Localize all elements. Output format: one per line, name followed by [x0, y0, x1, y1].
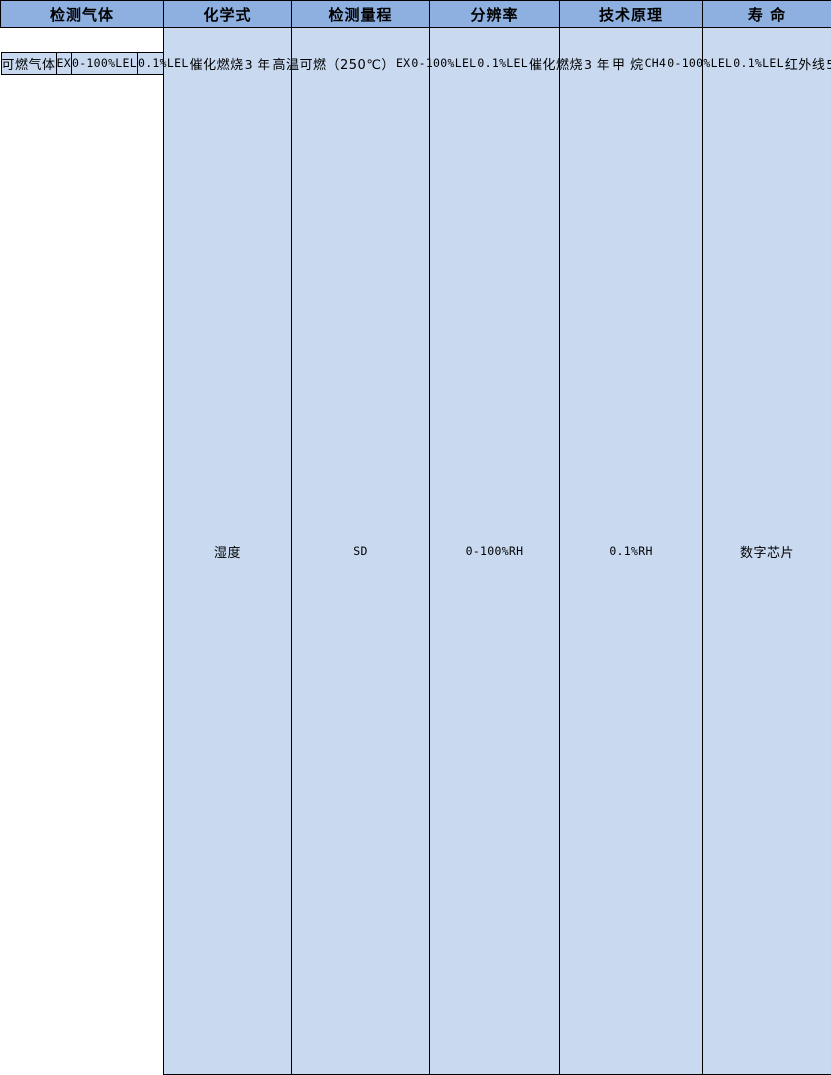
cell-gas: 湿度 [163, 27, 292, 1075]
cell-formula: SD [291, 27, 430, 1075]
cell-range: 0-100%LEL [70, 51, 138, 75]
table-row: 可燃气体 EX 0-100%LEL 0.1%LEL 催化燃烧 3 年高温可燃（250℃） E… [0, 51, 611, 75]
table-row: 可燃气体 EX 0-100%LEL 0.1%LEL 催化燃烧 3 年高温可燃（250℃） E… [0, 27, 831, 1075]
column-header-tech: 技术原理 [559, 0, 703, 28]
cell-tech: 红外线 [783, 50, 827, 76]
column-header-range: 检测量程 [291, 0, 430, 28]
table-body: 可燃气体 EX 0-100%LEL 0.1%LEL 催化燃烧 3 年高温可燃（250℃） E… [0, 27, 831, 1075]
cell-range: 0-100%RH [429, 27, 560, 1075]
cell-tech: 数字芯片 [702, 27, 831, 1075]
cell-gas: 可燃气体 [0, 51, 57, 75]
cell-tech: 催化燃烧 [527, 51, 585, 75]
column-header-gas: 检测气体 [0, 0, 164, 28]
cell-life: 5 年以上 [825, 50, 831, 76]
cell-life: 3 年 [243, 51, 272, 75]
cell-gas: 高温可燃（250℃） [271, 51, 396, 75]
table-header-row: 检测气体 化学式 检测量程 分辨率 技术原理 寿 命 [0, 0, 831, 28]
cell-formula: CH4 [643, 50, 668, 76]
column-header-formula: 化学式 [163, 0, 292, 28]
cell-resolution: 0.1%RH [559, 27, 703, 1075]
cell-formula: EX [55, 51, 72, 75]
cell-resolution: 0.1%LEL [136, 51, 190, 75]
column-header-resolution: 分辨率 [429, 0, 560, 28]
column-header-life: 寿 命 [702, 0, 831, 28]
table-row: 可燃气体 EX 0-100%LEL 0.1%LEL 催化燃烧 3 年 [0, 51, 272, 75]
cell-tech: 催化燃烧 [188, 51, 245, 75]
cell-life: 3 年 [583, 51, 611, 75]
cell-gas: 甲 烷 [610, 50, 645, 76]
